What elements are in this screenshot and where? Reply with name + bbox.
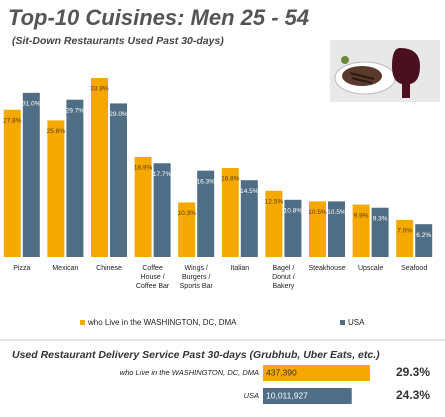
data-label: 12.5% [265,199,284,206]
x-tick-label: Bagel / Donut / Bakery [272,265,295,290]
data-label: 10.5% [308,209,327,216]
data-label: 10.3% [177,210,196,217]
bar [134,156,152,257]
bar [66,99,84,258]
bar [328,201,345,257]
data-label: 10.8% [284,208,303,215]
legend-swatch [80,320,85,325]
count-label: 437,390 [266,367,297,377]
data-label: 33.8% [90,86,109,93]
x-tick-label: Upscale [357,265,384,272]
bar [178,202,196,257]
x-tick-label: Wings / Burgers / Sports Bar [179,265,213,290]
data-label: 29.3% [396,365,430,379]
bar [415,224,433,257]
data-label: 6.2% [416,232,431,239]
bar [221,168,239,257]
x-tick-label: Seafood [401,265,428,272]
data-label: 14.5% [240,188,259,195]
chart-title: Used Restaurant Delivery Service Past 30… [12,349,380,361]
data-label: 25.8% [47,128,66,135]
x-tick-label: Mexican [52,265,79,272]
data-label: 9.3% [373,215,388,222]
bar [240,180,258,257]
bar [309,201,326,257]
x-tick-label: Coffee House / Coffee Bar [135,265,170,290]
x-tick-label: Italian [230,265,250,272]
data-label: 16.3% [196,178,215,185]
data-label: 10.5% [327,209,346,216]
x-tick-label: Chinese [96,265,122,272]
legend-label: who Live in the WASHINGTON, DC, DMA [87,318,237,327]
bar [396,219,414,257]
x-tick-label: Steakhouse [308,265,346,272]
food-photo [330,40,440,102]
y-tick-label: who Live in the WASHINGTON, DC, DMA [120,368,259,377]
bar [110,103,127,257]
chart-title: Top-10 Cuisines: Men 25 - 54 [8,5,309,30]
bar [263,388,352,404]
bar [284,199,302,257]
bar [371,207,389,257]
legend-swatch [340,320,345,325]
chart-subtitle: (Sit-Down Restaurants Used Past 30-days) [12,35,224,47]
data-label: 18.9% [134,165,153,172]
x-tick-label: Pizza [13,265,31,272]
bar [153,163,171,257]
bar [47,120,65,257]
data-label: 24.3% [396,388,430,402]
count-label: 10,011,927 [266,390,308,400]
data-label: 29.0% [109,111,128,118]
data-label: 29.7% [66,107,85,114]
bar [91,78,108,257]
data-label: 9.9% [354,212,369,219]
data-label: 31.0% [22,101,41,108]
bar [352,204,370,257]
bar [3,109,21,257]
bar [22,92,40,257]
bar [197,170,215,257]
bar [265,190,283,257]
y-tick-label: USA [244,391,259,400]
data-label: 7.0% [397,228,412,235]
data-label: 17.7% [153,171,172,178]
data-label: 16.8% [221,176,240,183]
bar [263,365,370,381]
data-label: 27.8% [3,117,22,124]
legend-label: USA [348,318,365,327]
